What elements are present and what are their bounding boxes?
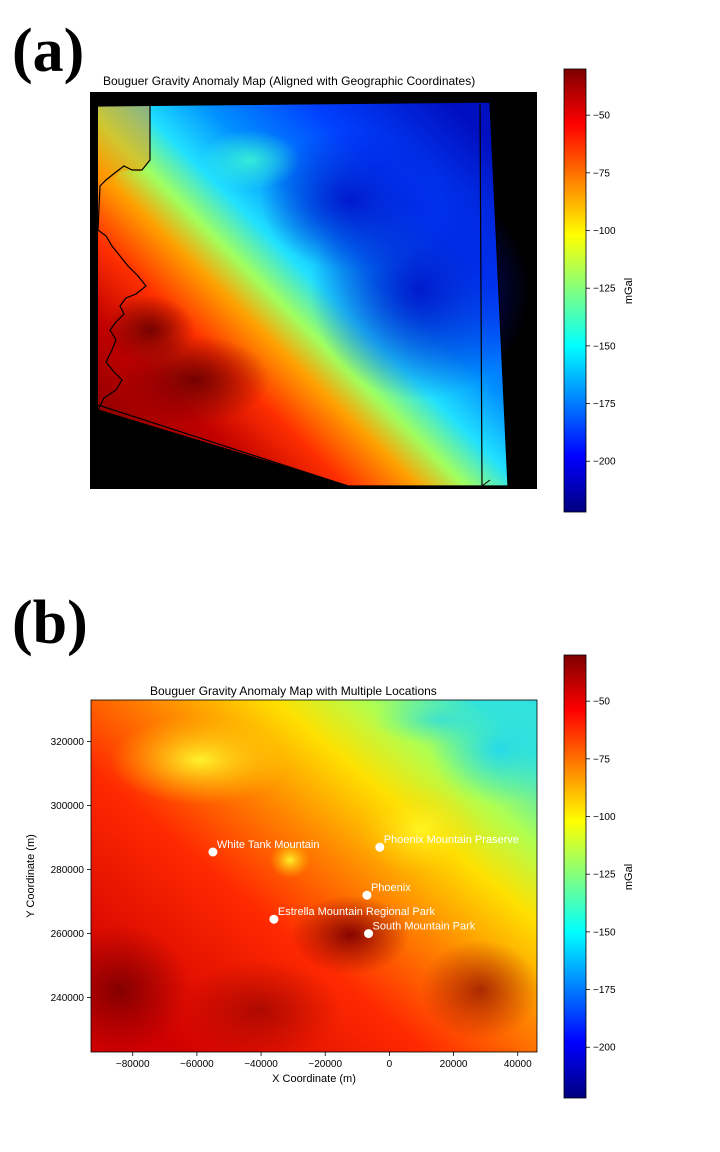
- colorbar-tick-label: −50: [593, 111, 610, 122]
- location-marker: [208, 847, 218, 857]
- colorbar-a-label: mGal: [623, 278, 635, 304]
- location-marker: [375, 842, 385, 852]
- x-tick-label: −40000: [244, 1059, 278, 1070]
- colorbar-b-ticks: −50 −75 −100 −125 −150 −175 −200: [586, 697, 616, 1054]
- panel-b-label: (b): [12, 589, 88, 657]
- colorbar-tick-label: −200: [593, 1043, 616, 1054]
- map-b-y-label: Y Coordinate (m): [25, 834, 37, 918]
- colorbar-tick-label: −100: [593, 226, 616, 237]
- y-tick-label: 240000: [51, 993, 85, 1004]
- colorbar-tick-label: −175: [593, 399, 616, 410]
- map-a-boundary: [97, 101, 509, 487]
- colorbar-tick-label: −50: [593, 697, 610, 708]
- colorbar-tick-label: −175: [593, 985, 616, 996]
- x-tick-label: −60000: [180, 1059, 214, 1070]
- colorbar-tick-label: −100: [593, 812, 616, 823]
- map-b-title: Bouguer Gravity Anomaly Map with Multipl…: [150, 684, 437, 698]
- location-label: South Mountain Park: [373, 921, 476, 933]
- x-tick-label: 0: [387, 1059, 393, 1070]
- map-b-high-zone: [290, 895, 410, 975]
- x-tick-label: 40000: [504, 1059, 532, 1070]
- map-b-frame: [90, 699, 538, 1053]
- colorbar-tick-label: −150: [593, 927, 616, 938]
- location-label: Phoenix Mountain Praserve: [384, 834, 519, 846]
- x-tick-label: −80000: [116, 1059, 150, 1070]
- y-tick-label: 280000: [51, 865, 85, 876]
- map-b-x-axis: −80000 −60000 −40000 −20000 0 20000 40000: [116, 1052, 532, 1070]
- x-tick-label: 20000: [440, 1059, 468, 1070]
- map-a-title: Bouguer Gravity Anomaly Map (Aligned wit…: [103, 74, 476, 88]
- map-a-west-boundary: [97, 106, 151, 411]
- y-tick-label: 320000: [51, 737, 85, 748]
- colorbar-b-scale: [563, 654, 587, 1099]
- colorbar-a: −50 −75 −100 −125 −150 −175 −200 mGal: [563, 68, 635, 513]
- y-tick-label: 260000: [51, 929, 85, 940]
- colorbar-tick-label: −75: [593, 754, 610, 765]
- colorbar-a-ticks: −50 −75 −100 −125 −150 −175 −200: [586, 111, 616, 468]
- colorbar-tick-label: −75: [593, 168, 610, 179]
- colorbar-tick-label: −125: [593, 870, 616, 881]
- location-label: Estrella Mountain Regional Park: [278, 906, 436, 918]
- map-b-locations: White Tank Mountain Phoenix Mountain Pras…: [208, 834, 519, 939]
- colorbar-tick-label: −150: [593, 341, 616, 352]
- colorbar-tick-label: −200: [593, 457, 616, 468]
- map-a: [90, 92, 537, 489]
- location-label: White Tank Mountain: [217, 839, 320, 851]
- location-marker: [269, 914, 279, 924]
- colorbar-b-label: mGal: [623, 864, 635, 890]
- y-tick-label: 300000: [51, 801, 85, 812]
- location-marker: [362, 890, 372, 900]
- map-b: −80000 −60000 −40000 −20000 0 20000 40000 2400…: [25, 699, 538, 1085]
- x-tick-label: −20000: [308, 1059, 342, 1070]
- colorbar-b: −50 −75 −100 −125 −150 −175 −200 mGal: [563, 654, 635, 1099]
- colorbar-a-scale: [563, 68, 587, 513]
- map-b-y-axis: 240000 260000 280000 300000 320000: [51, 737, 91, 1004]
- map-b-x-label: X Coordinate (m): [272, 1073, 356, 1085]
- location-label: Phoenix: [371, 882, 411, 894]
- colorbar-tick-label: −125: [593, 284, 616, 295]
- location-marker: [364, 929, 374, 939]
- panel-a-label: (a): [12, 17, 85, 85]
